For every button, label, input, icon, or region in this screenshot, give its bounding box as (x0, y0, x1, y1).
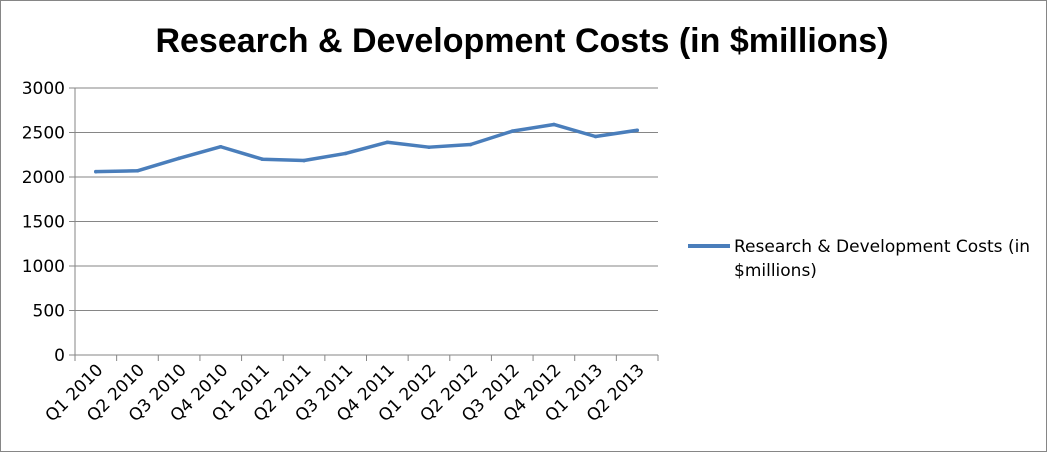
series-group (94, 122, 639, 174)
y-tick-label-2000: 2000 (22, 168, 65, 188)
data-point-q1-2012 (427, 145, 431, 149)
data-point-q2-2013 (635, 128, 639, 133)
legend-label-line-1: Research & Development Costs (in (734, 237, 1030, 257)
data-point-q4-2011 (385, 140, 390, 145)
data-point-q3-2011 (343, 151, 348, 156)
y-axis-ticks: 0 500 1000 1500 2000 2500 3000 (22, 79, 75, 366)
y-tick-label-500: 500 (33, 302, 65, 322)
y-tick-label-1500: 1500 (22, 213, 65, 233)
data-point-q1-2013 (593, 134, 598, 139)
series-line-0 (94, 122, 639, 174)
legend: Research & Development Costs (in $millio… (688, 237, 1030, 281)
data-point-q4-2012 (552, 122, 556, 127)
data-point-q2-2010 (135, 168, 140, 173)
chart-title: Research & Development Costs (in $millio… (155, 22, 888, 60)
gridlines (75, 87, 658, 311)
data-point-q1-2011 (260, 157, 265, 161)
data-point-q2-2012 (468, 142, 473, 147)
y-tick-label-3000: 3000 (22, 79, 65, 99)
y-tick-label-0: 0 (54, 346, 65, 366)
data-point-q4-2010 (218, 144, 223, 149)
y-tick-label-1000: 1000 (22, 257, 65, 277)
data-point-q2-2011 (302, 158, 306, 163)
y-tick-label-2500: 2500 (22, 124, 65, 144)
data-point-q1-2010 (94, 169, 98, 174)
data-point-q3-2010 (177, 156, 181, 161)
legend-label-line-2: $millions) (734, 261, 817, 281)
data-point-q3-2012 (510, 129, 515, 133)
